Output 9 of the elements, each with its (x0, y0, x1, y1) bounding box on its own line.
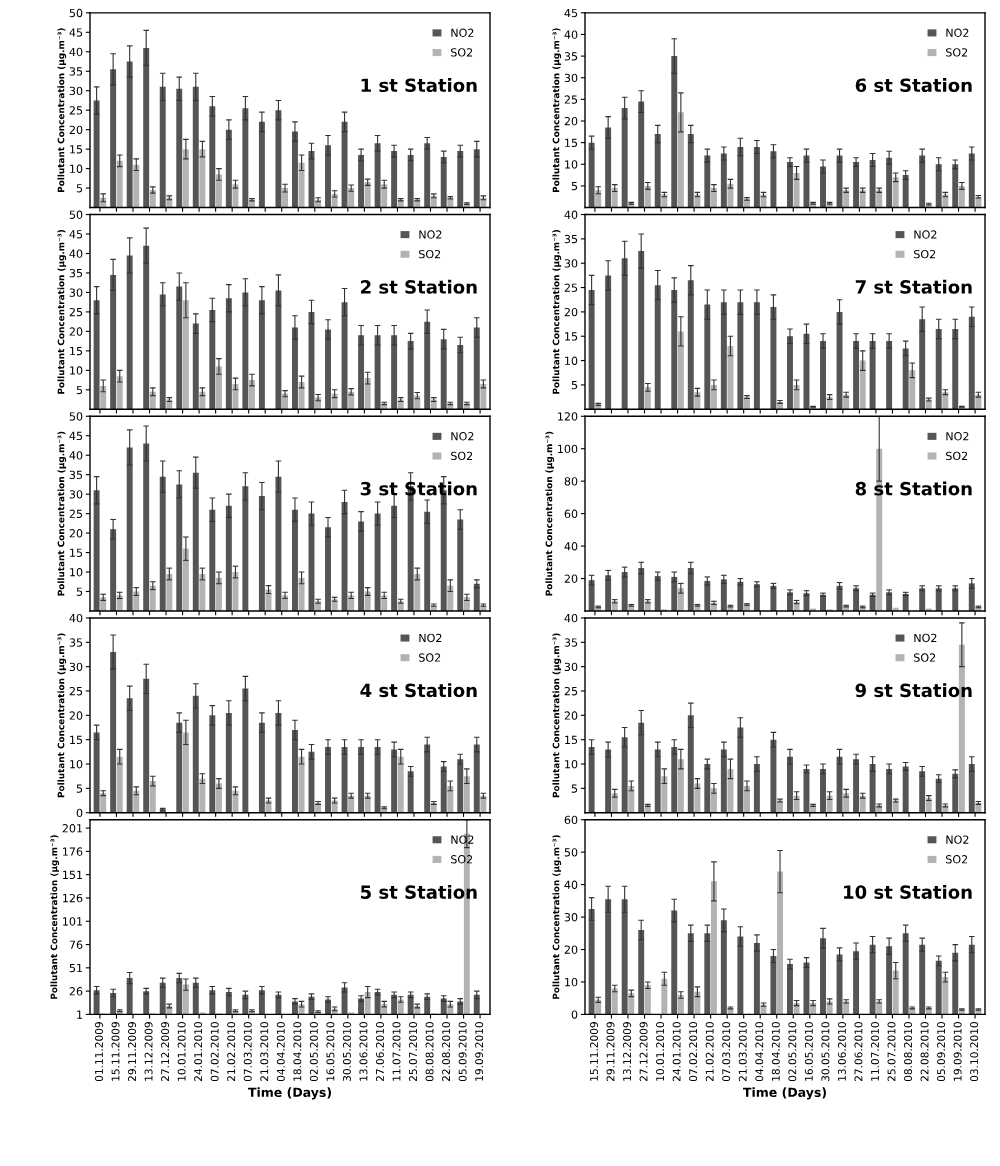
annotation: 4 st Station (360, 683, 477, 698)
annotation: 2 st Station (361, 279, 477, 294)
annotation: 9 st Station (855, 683, 972, 698)
annotation: 7 st Station (855, 279, 972, 294)
annotation: 8 st Station (855, 481, 972, 496)
annotation: 5 st Station (360, 884, 477, 899)
annotation: 10 st Station (844, 884, 972, 899)
annotation: 6 st Station (855, 78, 972, 93)
annotation: 1 st Station (361, 78, 477, 93)
